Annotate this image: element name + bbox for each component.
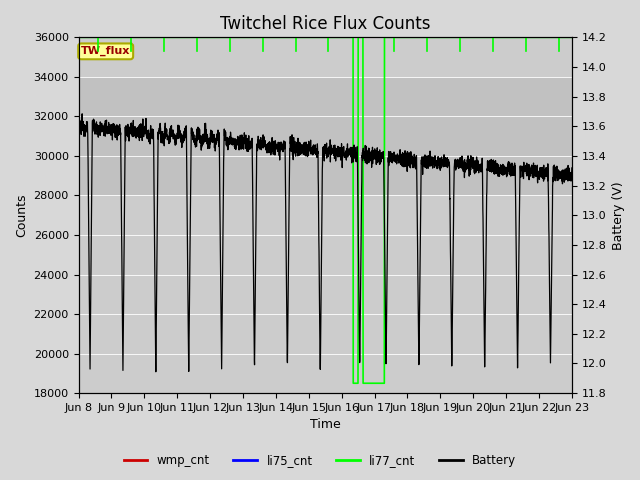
Text: TW_flux: TW_flux xyxy=(81,46,131,57)
Title: Twitchel Rice Flux Counts: Twitchel Rice Flux Counts xyxy=(220,15,431,33)
Y-axis label: Counts: Counts xyxy=(15,193,28,237)
Legend: wmp_cnt, li75_cnt, li77_cnt, Battery: wmp_cnt, li75_cnt, li77_cnt, Battery xyxy=(119,449,521,472)
X-axis label: Time: Time xyxy=(310,419,340,432)
Bar xyxy=(79,77,572,195)
Y-axis label: Battery (V): Battery (V) xyxy=(612,181,625,250)
